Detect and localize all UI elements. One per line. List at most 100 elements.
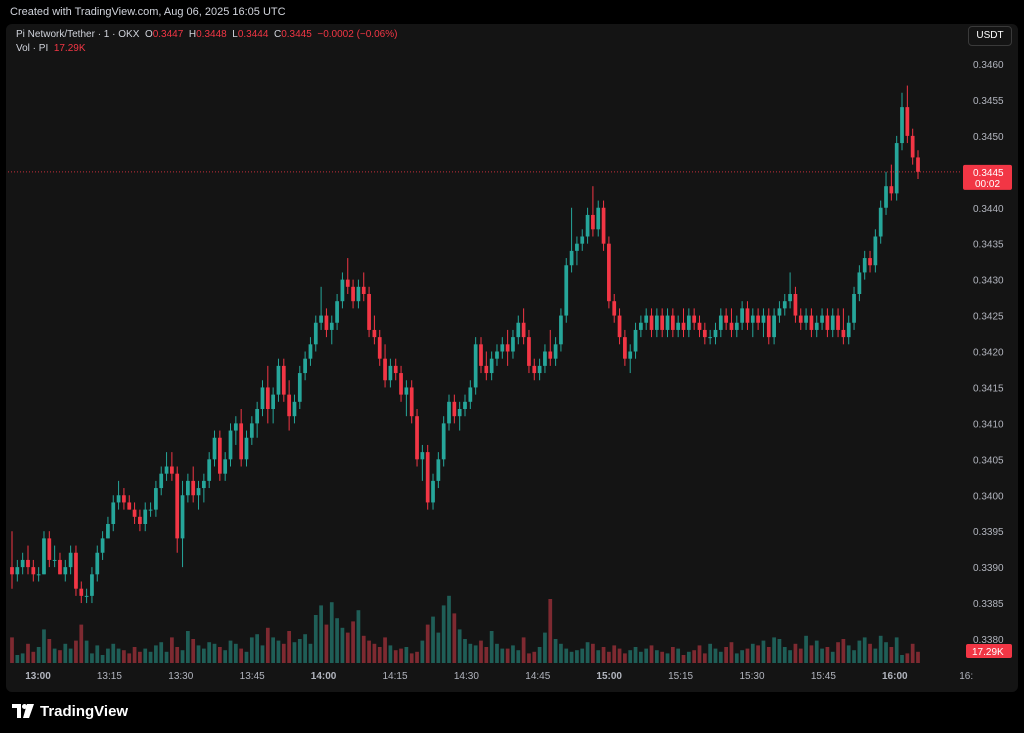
y-tick-label: 0.3415 <box>973 383 1004 394</box>
volume-bar <box>217 647 222 663</box>
candle-body <box>36 574 41 576</box>
candle-body <box>516 322 521 338</box>
candle-body <box>436 459 441 481</box>
candle-body <box>633 329 638 352</box>
price-badge-value: 0.3445 <box>973 168 1004 179</box>
volume-bar <box>681 655 686 663</box>
volume-bar <box>431 616 435 663</box>
candle-body <box>196 488 201 496</box>
volume-bar <box>143 648 148 663</box>
volume-bar <box>201 648 206 663</box>
y-tick-label: 0.3450 <box>973 132 1004 143</box>
candle-body <box>319 315 323 323</box>
candle-body <box>873 236 878 266</box>
candle-body <box>68 552 73 568</box>
y-tick-label: 0.3380 <box>973 635 1004 646</box>
volume-bar <box>452 613 457 663</box>
candle-body <box>852 294 856 323</box>
volume-bar <box>154 645 158 663</box>
volume-bar <box>910 643 915 663</box>
candle-body <box>591 214 595 230</box>
volume-bar <box>233 643 238 663</box>
volume-bar <box>297 639 302 663</box>
volume-bar <box>122 650 126 663</box>
volume-bar <box>468 643 473 663</box>
volume-bar <box>276 640 281 663</box>
volume-bar <box>308 643 313 663</box>
volume-badge-value: 17.29K <box>972 647 1004 658</box>
candle-body <box>905 107 910 136</box>
candle-body <box>623 337 627 359</box>
volume-bar <box>441 605 446 663</box>
x-tick-label: 13:30 <box>168 671 193 682</box>
candle-body <box>745 308 750 323</box>
chart-frame <box>6 24 1018 692</box>
volume-bar <box>404 647 409 663</box>
close-label: C <box>273 29 282 40</box>
volume-bar <box>127 653 132 663</box>
candle-body <box>670 315 675 330</box>
candle-body <box>441 423 446 460</box>
volume-bar <box>132 647 137 663</box>
volume-bar <box>228 640 233 663</box>
candle-body <box>596 207 601 230</box>
candle-body <box>356 286 361 302</box>
volume-value: 17.29K <box>53 43 86 54</box>
x-tick-label: 15:30 <box>739 671 764 682</box>
volume-bar <box>186 631 190 663</box>
candle-body <box>559 315 563 345</box>
volume-bar <box>265 627 270 663</box>
candle-body <box>217 437 222 474</box>
candle-body <box>878 207 883 237</box>
currency-button[interactable]: USDT <box>968 26 1012 46</box>
volume-bar <box>180 650 185 663</box>
close-value: 0.3445 <box>281 29 312 40</box>
volume-bar <box>820 648 824 663</box>
x-tick-label: 14:45 <box>525 671 550 682</box>
volume-bar <box>798 648 803 663</box>
candle-body <box>367 294 371 330</box>
volume-bar <box>170 637 174 663</box>
volume-bar <box>836 642 840 663</box>
candle-body <box>420 452 425 460</box>
symbol-title[interactable]: Pi Network/Tether · 1 · OKX <box>16 29 140 40</box>
volume-bar <box>313 615 318 663</box>
volume-bar <box>31 651 36 663</box>
candle-body <box>159 473 164 489</box>
candle-body <box>708 337 713 339</box>
volume-bar <box>761 640 766 663</box>
volume-bar <box>196 645 201 663</box>
candle-body <box>79 588 84 596</box>
volume-bar <box>351 621 355 663</box>
volume-bar <box>260 645 265 663</box>
candle-body <box>260 387 265 409</box>
candle-body <box>180 495 185 539</box>
volume-bar <box>670 647 675 663</box>
volume-label[interactable]: Vol · PI <box>16 43 49 54</box>
volume-bar <box>548 599 553 663</box>
candle-body <box>207 459 212 481</box>
candle-body <box>692 315 697 323</box>
candle-body <box>393 365 398 374</box>
volume-bar <box>457 629 462 663</box>
volume-bar <box>255 634 260 663</box>
candle-body <box>644 315 649 323</box>
candle-body <box>271 394 276 409</box>
volume-bar <box>649 645 654 663</box>
candle-body <box>186 480 190 496</box>
volume-bar <box>47 639 52 663</box>
candle-body <box>297 373 302 402</box>
volume-bar <box>495 643 499 663</box>
candle-body <box>404 387 409 395</box>
tradingview-logo[interactable]: TradingView <box>12 702 128 720</box>
candle-body <box>361 286 366 294</box>
volume-bar <box>777 639 782 663</box>
candle-body <box>628 351 633 359</box>
candle-body <box>756 315 760 323</box>
candle-body <box>713 329 718 338</box>
volume-bar <box>889 647 894 663</box>
volume-bar <box>324 624 329 663</box>
price-badge <box>963 164 1012 190</box>
candle-body <box>910 135 915 158</box>
